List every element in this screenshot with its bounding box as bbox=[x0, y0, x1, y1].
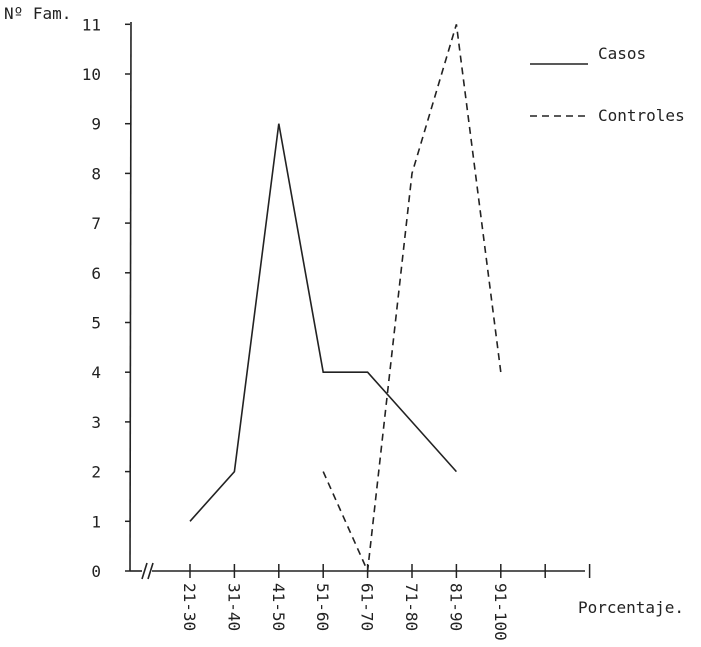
y-axis-label: Nº Fam. bbox=[4, 4, 71, 23]
y-tick-label: 5 bbox=[91, 314, 101, 333]
y-tick-label: 3 bbox=[91, 413, 101, 432]
y-tick-label: 8 bbox=[91, 164, 101, 183]
x-tick-label: 41-50 bbox=[269, 583, 288, 631]
y-tick-label: 7 bbox=[91, 214, 101, 233]
x-ticks: 21-30 31-40 41-50 51-60 61-70 71-80 81-90 91-10… bbox=[180, 564, 591, 641]
series-line-casos bbox=[189, 123, 457, 522]
y-tick-label: 11 bbox=[82, 15, 101, 34]
legend-label-controles: Controles bbox=[598, 106, 685, 125]
legend-label-casos: Casos bbox=[598, 44, 646, 63]
legend: Casos Controles bbox=[530, 44, 685, 125]
series-layer bbox=[189, 24, 502, 575]
axes bbox=[129, 21, 585, 580]
series-line-controles bbox=[322, 24, 502, 575]
x-tick-label: 71-80 bbox=[402, 583, 421, 631]
y-tick-label: 9 bbox=[91, 115, 101, 134]
y-tick-label: 4 bbox=[91, 363, 101, 382]
x-tick-label: 21-30 bbox=[180, 583, 199, 631]
y-tick-label: 6 bbox=[91, 264, 101, 283]
y-tick-label: 10 bbox=[82, 65, 101, 84]
y-tick-label: 0 bbox=[91, 562, 101, 581]
x-tick-label: 51-60 bbox=[313, 583, 332, 631]
x-tick-label: 31-40 bbox=[224, 583, 243, 631]
x-tick-label: 61-70 bbox=[358, 583, 377, 631]
x-tick-label: 91-100 bbox=[491, 583, 510, 641]
axis-break-mark bbox=[141, 562, 148, 580]
y-ticks: 0 1 2 3 4 5 6 7 8 9 10 11 bbox=[82, 15, 130, 581]
y-tick-label: 2 bbox=[91, 463, 101, 482]
axis-break-mark bbox=[147, 562, 154, 580]
x-tick-label: 81-90 bbox=[446, 583, 465, 631]
y-tick-label: 1 bbox=[91, 512, 101, 531]
x-axis-label: Porcentaje. bbox=[578, 598, 684, 617]
y-axis bbox=[129, 21, 132, 572]
